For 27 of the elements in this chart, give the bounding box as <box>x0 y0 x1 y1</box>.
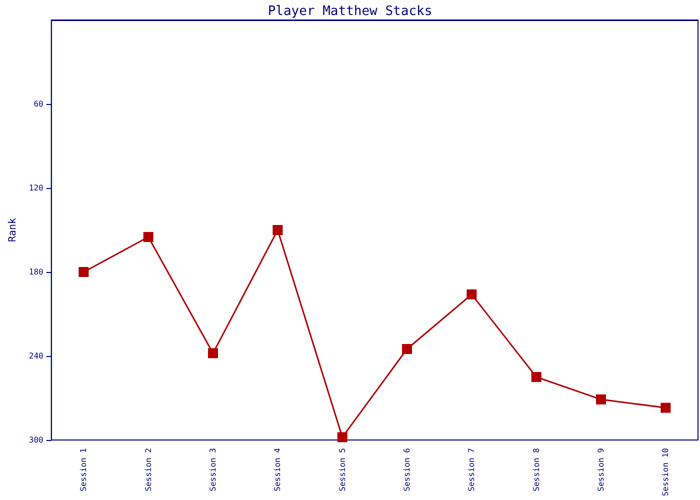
y-tick-label: 120 <box>28 184 44 192</box>
point <box>143 232 154 242</box>
x-tick-label: Session 7 <box>467 448 476 492</box>
point <box>466 289 477 300</box>
x-tick-label: Session 8 <box>532 448 541 492</box>
y-tick-label: 60 <box>34 100 44 108</box>
point <box>596 394 606 404</box>
x-tick-label: Session 2 <box>144 448 153 492</box>
y-axis-title: Rank <box>8 218 18 242</box>
point <box>660 402 671 413</box>
x-tick-label: Session 10 <box>661 448 670 496</box>
point <box>208 348 218 358</box>
x-tick-label: Session 5 <box>338 448 347 492</box>
x-tick-label: Session 4 <box>273 448 282 492</box>
x-tick-label: Session 3 <box>208 448 218 492</box>
point <box>531 372 542 382</box>
x-tick-label: Session 1 <box>79 448 88 492</box>
point <box>272 225 283 235</box>
point <box>78 267 89 277</box>
chart-title: Player Matthew Stacks <box>268 4 432 19</box>
y-tick-label: 180 <box>28 268 44 276</box>
x-tick-label: Session 6 <box>402 448 412 492</box>
y-tick-label: 240 <box>28 352 44 360</box>
point <box>402 344 412 354</box>
x-tick-label: Session 9 <box>596 448 606 492</box>
point <box>337 432 348 442</box>
y-tick-label: 300 <box>28 436 44 444</box>
